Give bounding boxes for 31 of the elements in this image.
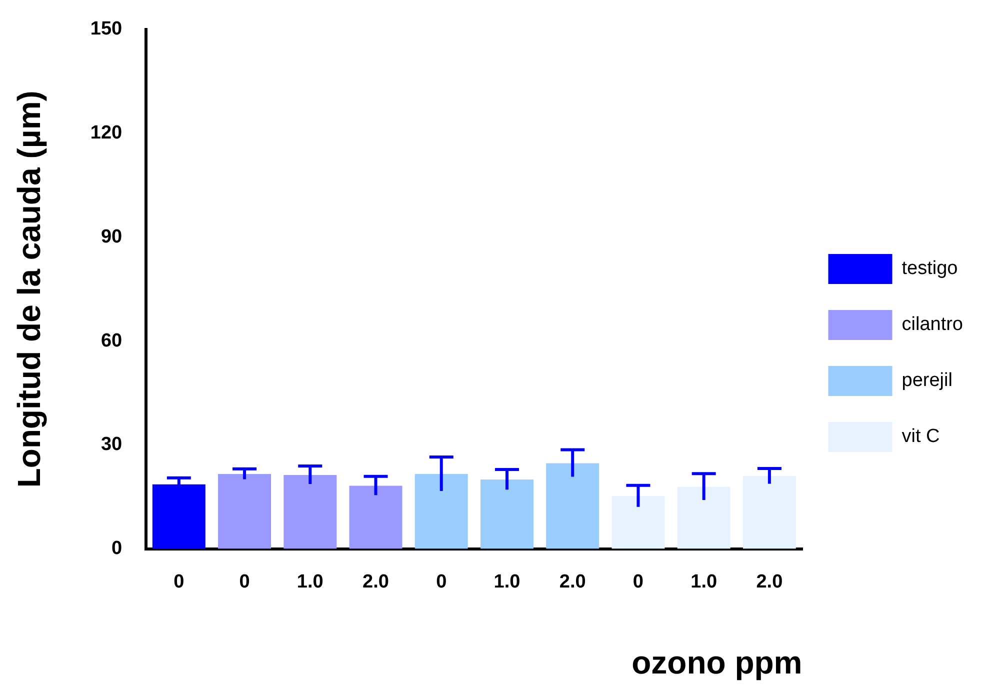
x-tick-label: 2.0 bbox=[756, 571, 783, 592]
legend-label: cilantro bbox=[902, 314, 963, 336]
x-tick-label: 0 bbox=[632, 571, 644, 592]
y-tick-label: 30 bbox=[100, 434, 122, 456]
bar bbox=[284, 475, 337, 549]
x-tick-label: 1.0 bbox=[296, 571, 324, 592]
y-axis-title: Longitud de la cauda (µm) bbox=[11, 90, 48, 488]
x-tick-label: 0 bbox=[239, 571, 250, 592]
x-tick-label: 1.0 bbox=[690, 571, 718, 592]
legend-label: testigo bbox=[902, 258, 958, 280]
y-tick-label: 90 bbox=[100, 226, 122, 248]
legend-label: perejil bbox=[902, 370, 952, 392]
bar bbox=[546, 463, 600, 549]
x-tick-label: 0 bbox=[436, 571, 447, 592]
bar bbox=[414, 474, 468, 549]
x-axis-title: ozono ppm bbox=[632, 644, 802, 681]
x-tick-label: 2.0 bbox=[559, 571, 586, 592]
y-tick-label: 60 bbox=[100, 330, 122, 352]
bar bbox=[218, 474, 272, 549]
x-tick-label: 1.0 bbox=[494, 571, 520, 592]
legend-label: vit C bbox=[902, 426, 940, 448]
y-tick-label: 0 bbox=[112, 538, 122, 560]
x-tick-label: 2.0 bbox=[362, 571, 389, 592]
y-tick-label: 120 bbox=[90, 122, 122, 144]
bar bbox=[612, 496, 665, 549]
bar bbox=[480, 480, 534, 549]
bar bbox=[349, 486, 402, 549]
y-tick-label: 150 bbox=[90, 18, 122, 40]
x-tick-label: 0 bbox=[174, 571, 184, 592]
bar bbox=[742, 476, 796, 549]
bar bbox=[677, 486, 730, 549]
